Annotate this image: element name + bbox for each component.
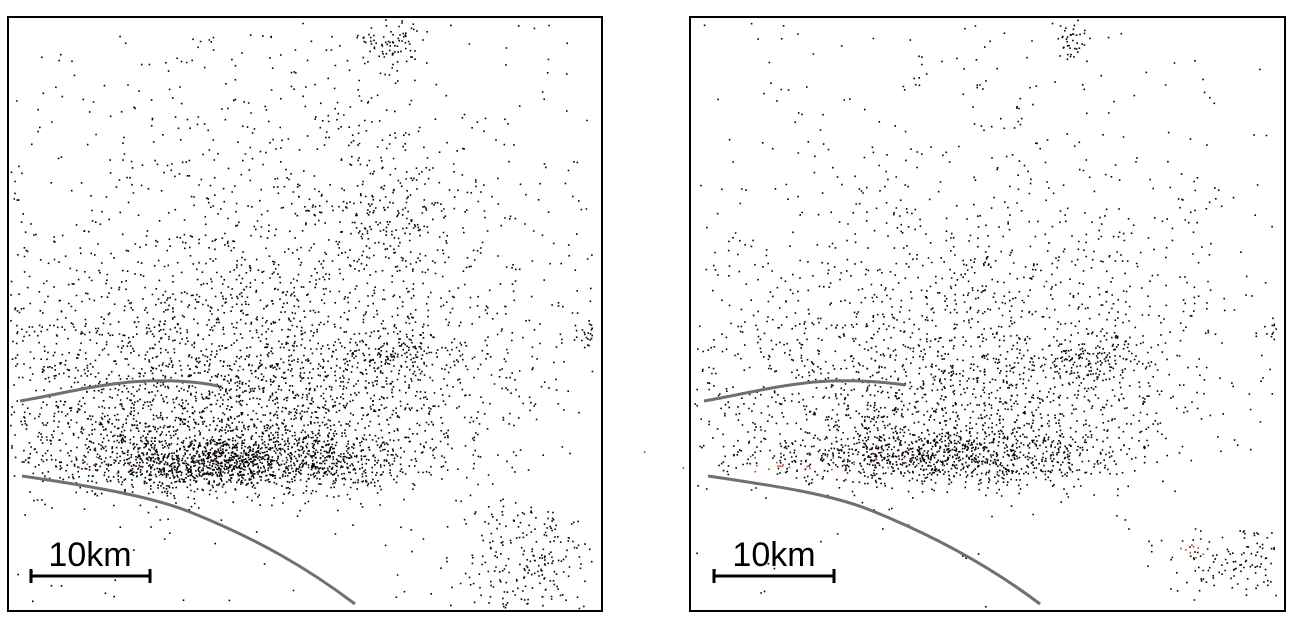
map-panel: 10km bbox=[643, 16, 1286, 612]
fault-trace bbox=[21, 474, 356, 606]
scale-label: 10km bbox=[732, 536, 815, 574]
fault-trace bbox=[707, 474, 1041, 606]
fault-trace bbox=[703, 379, 906, 403]
fault-trace bbox=[19, 379, 219, 403]
map-panel: 10km bbox=[7, 16, 603, 612]
panel-frame bbox=[689, 16, 1286, 612]
scale-label: 10km bbox=[48, 536, 131, 574]
